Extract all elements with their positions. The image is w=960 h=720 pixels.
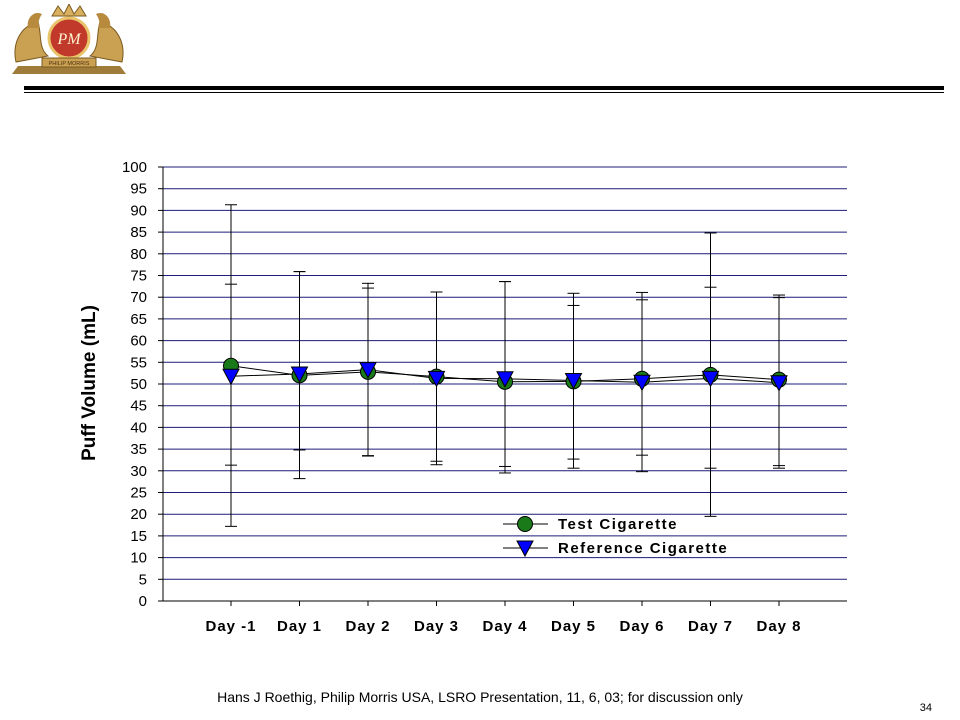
- y-tick-label: 35: [130, 441, 147, 458]
- data-point-reference: [564, 373, 583, 390]
- y-axis-label: Puff Volume (mL): [79, 305, 100, 461]
- y-tick-label: 30: [130, 463, 147, 480]
- data-point-reference: [496, 371, 514, 388]
- header-rule: [24, 86, 944, 90]
- x-tick-label: Day 7: [688, 618, 733, 635]
- axes-layer: [158, 166, 847, 606]
- y-tick-label: 40: [130, 419, 147, 436]
- header-rule-thin: [24, 92, 944, 93]
- y-tick-label: 70: [130, 289, 147, 306]
- philip-morris-logo: PM PHILIP MORRIS: [12, 4, 126, 74]
- y-tick-label: 45: [130, 398, 147, 415]
- data-point-reference: [359, 362, 377, 379]
- y-tick-label: 10: [130, 550, 147, 567]
- y-tick-label: 80: [130, 246, 147, 263]
- series-markers: [222, 357, 788, 392]
- y-tick-label: 65: [130, 311, 147, 328]
- legend-label: Reference Cigarette: [558, 540, 728, 557]
- legend: Test Cigarette Reference Cigarette: [503, 516, 728, 558]
- legend-label: Test Cigarette: [558, 516, 678, 533]
- y-tick-label: 95: [130, 181, 147, 198]
- data-point-reference: [701, 370, 720, 388]
- y-tick-label: 20: [130, 506, 147, 523]
- x-tick-label: Day 8: [756, 618, 801, 635]
- y-tick-label: 85: [130, 224, 147, 241]
- error-bars: [225, 204, 785, 527]
- x-tick-label: Day 3: [414, 618, 459, 635]
- x-tick-label: Day 5: [551, 618, 596, 635]
- y-tick-label: 50: [130, 376, 147, 393]
- logo-crest: [12, 4, 126, 74]
- y-tick-label: 15: [130, 528, 147, 545]
- y-tick-label: 55: [130, 354, 147, 371]
- y-tick-label: 0: [139, 593, 147, 610]
- y-tick-label: 25: [130, 485, 147, 502]
- x-tick-label: Day -1: [205, 618, 256, 635]
- x-tick-label: Day 2: [345, 618, 390, 635]
- data-point-reference: [633, 374, 651, 392]
- data-point-reference: [222, 368, 240, 386]
- page-number: 34: [919, 702, 932, 714]
- footer-text: Hans J Roethig, Philip Morris USA, LSRO …: [217, 689, 743, 705]
- y-tick-label: 100: [122, 159, 147, 176]
- x-tick-labels: Day -1 Day 1 Day 2 Day 3 Day 4 Day 5 Day 6 Day …: [205, 618, 801, 635]
- x-tick-label: Day 6: [619, 618, 664, 635]
- logo-monogram: PM: [56, 31, 82, 48]
- y-tick-label: 90: [130, 202, 147, 219]
- y-tick-label: 5: [139, 571, 147, 588]
- x-tick-label: Day 1: [277, 618, 322, 635]
- data-point-reference: [290, 366, 309, 384]
- x-tick-label: Day 4: [482, 618, 527, 635]
- y-tick-label: 75: [130, 268, 147, 285]
- legend-marker: [517, 516, 533, 532]
- logo-banner-text: PHILIP MORRIS: [49, 61, 90, 67]
- legend-marker: [516, 540, 534, 558]
- data-point-reference: [427, 370, 446, 388]
- y-tick-labels: 0 5 10 15 20 25 30 35 40 45 50 55 60 65 70 75 80 85 90 95 10…: [122, 159, 147, 610]
- data-point-reference: [770, 375, 788, 392]
- y-tick-label: 60: [130, 333, 147, 350]
